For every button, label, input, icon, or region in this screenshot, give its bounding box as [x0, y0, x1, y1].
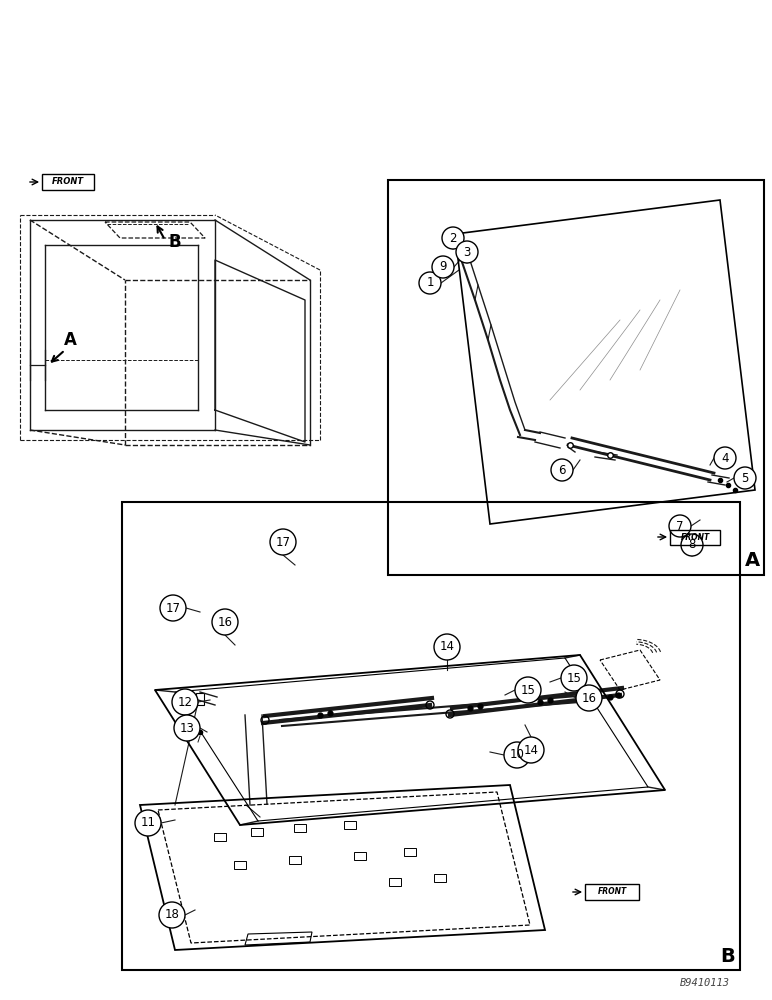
Text: 14: 14	[439, 641, 455, 654]
Text: B9410113: B9410113	[680, 978, 730, 988]
Circle shape	[419, 272, 441, 294]
Text: B: B	[169, 233, 181, 251]
Text: 4: 4	[721, 452, 729, 464]
Circle shape	[434, 634, 460, 660]
Circle shape	[576, 685, 602, 711]
Text: 15: 15	[520, 684, 536, 696]
Text: 9: 9	[439, 260, 447, 273]
Text: 17: 17	[276, 536, 290, 548]
Circle shape	[172, 689, 198, 715]
Bar	[42, 174, 94, 190]
Circle shape	[135, 810, 161, 836]
Circle shape	[681, 534, 703, 556]
Text: 16: 16	[581, 692, 597, 704]
Text: 1: 1	[426, 276, 434, 290]
Text: 8: 8	[689, 538, 696, 552]
Bar	[354, 852, 366, 860]
Bar	[389, 878, 401, 886]
Text: 3: 3	[463, 245, 471, 258]
Circle shape	[456, 241, 478, 263]
Circle shape	[515, 677, 541, 703]
Circle shape	[432, 256, 454, 278]
Circle shape	[442, 227, 464, 249]
Bar	[196, 693, 204, 705]
Circle shape	[270, 529, 296, 555]
Text: A: A	[744, 552, 760, 570]
Bar	[294, 824, 306, 832]
Text: 15: 15	[567, 672, 581, 684]
Bar	[344, 821, 356, 829]
Text: 12: 12	[178, 696, 192, 708]
Text: FRONT: FRONT	[52, 178, 84, 186]
Text: FRONT: FRONT	[680, 532, 709, 542]
Text: B: B	[720, 946, 736, 966]
Text: 10: 10	[510, 748, 524, 762]
Bar	[289, 856, 301, 864]
Circle shape	[174, 715, 200, 741]
Circle shape	[212, 609, 238, 635]
Circle shape	[561, 665, 587, 691]
Bar	[585, 884, 639, 900]
Text: 14: 14	[523, 744, 539, 756]
Text: 17: 17	[165, 601, 181, 614]
Text: 5: 5	[741, 472, 749, 485]
Text: 6: 6	[558, 464, 566, 477]
Circle shape	[669, 515, 691, 537]
Text: A: A	[63, 331, 76, 349]
Circle shape	[159, 902, 185, 928]
Circle shape	[160, 595, 186, 621]
Circle shape	[734, 467, 756, 489]
Circle shape	[551, 459, 573, 481]
Bar	[388, 180, 764, 575]
Bar	[251, 828, 263, 836]
Text: 18: 18	[164, 908, 179, 922]
Text: 13: 13	[180, 722, 195, 734]
Text: 16: 16	[218, 615, 232, 629]
Bar	[214, 833, 226, 841]
Text: 2: 2	[449, 232, 457, 244]
Bar	[670, 530, 720, 544]
Bar	[434, 874, 446, 882]
Bar	[234, 861, 246, 869]
Bar	[122, 502, 740, 970]
Bar	[404, 848, 416, 856]
Circle shape	[518, 737, 544, 763]
Circle shape	[504, 742, 530, 768]
Circle shape	[714, 447, 736, 469]
Text: 11: 11	[141, 816, 155, 830]
Text: FRONT: FRONT	[598, 888, 627, 896]
Text: 7: 7	[676, 520, 684, 532]
